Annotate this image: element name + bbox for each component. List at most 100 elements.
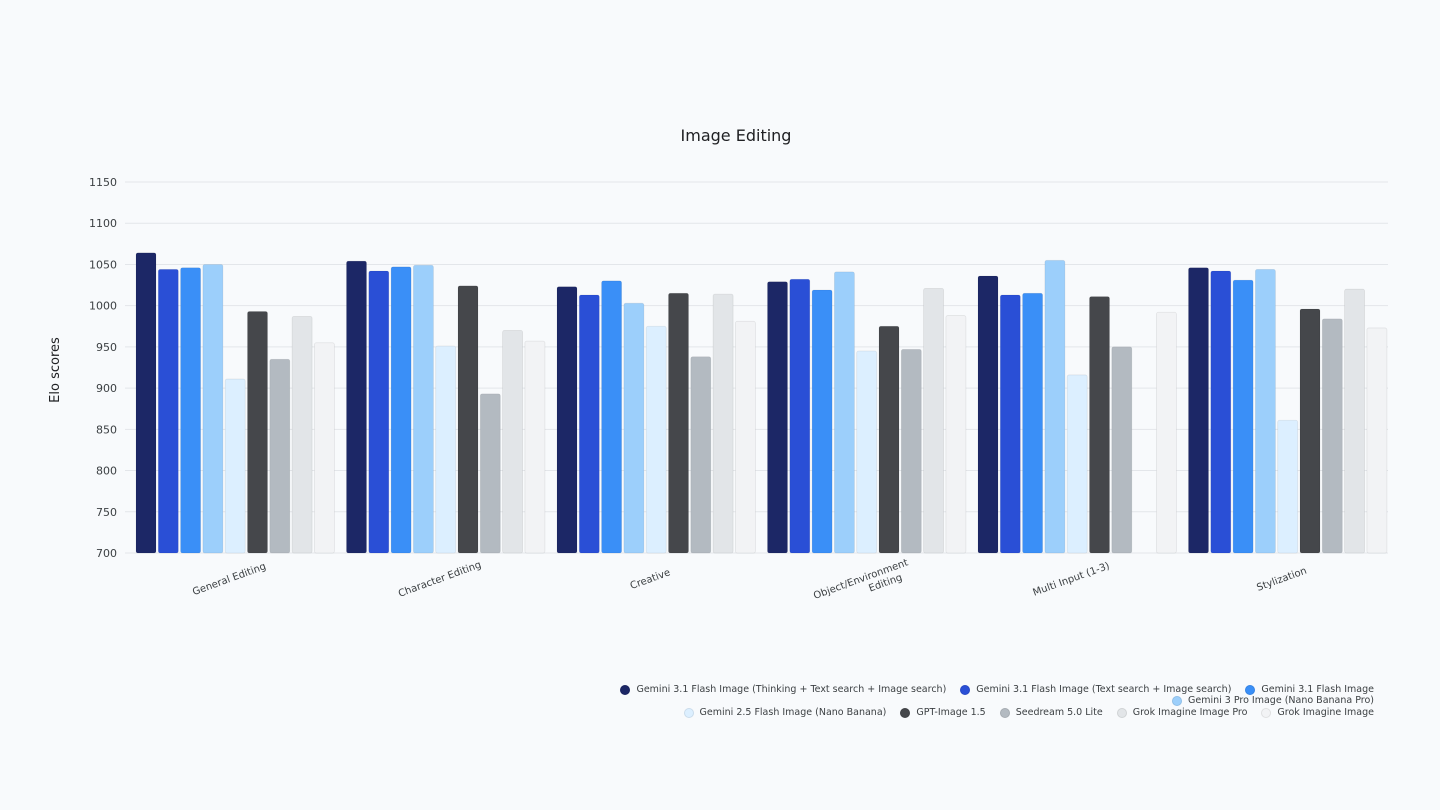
legend-item: Gemini 2.5 Flash Image (Nano Banana) (683, 707, 887, 718)
bar (368, 270, 390, 554)
bar (623, 302, 645, 554)
legend-item: Grok Imagine Image (1261, 707, 1374, 718)
legend-swatch (620, 684, 631, 695)
bar (1255, 268, 1276, 554)
bar (900, 348, 922, 554)
bar (856, 350, 878, 554)
legend-item: Grok Imagine Image Pro (1116, 707, 1248, 718)
bar (1299, 308, 1321, 554)
legend-label: Gemini 3.1 Flash Image (1261, 684, 1374, 695)
y-tick-label: 950 (96, 341, 117, 354)
bar (977, 275, 999, 554)
bar (1111, 346, 1133, 554)
bar (457, 285, 479, 554)
x-tick-label: Creative (629, 567, 672, 592)
bar (224, 378, 246, 554)
legend: Gemini 2.5 Flash Image (Nano Banana) GPT-… (414, 707, 1374, 718)
bar (578, 294, 600, 554)
bar (789, 278, 811, 554)
x-tick-label: Object/EnvironmentEditing (812, 557, 914, 613)
legend-label: Grok Imagine Image Pro (1132, 707, 1248, 718)
bar (601, 280, 622, 554)
bar (346, 260, 367, 554)
legend-item: Gemini 3.1 Flash Image (Text search + Im… (960, 684, 1231, 695)
legend-swatch (1245, 684, 1256, 695)
bar (135, 252, 157, 554)
legend-item: Seedream 5.0 Lite (999, 707, 1103, 718)
bar (999, 294, 1021, 554)
bar (878, 325, 900, 554)
bar (479, 393, 501, 554)
bar (435, 345, 457, 554)
bar (247, 311, 268, 554)
y-tick-label: 750 (96, 506, 117, 519)
bar (735, 320, 756, 554)
bar (1232, 279, 1254, 554)
bar (690, 356, 712, 554)
legend-label: Gemini 3.1 Flash Image (Thinking + Text … (636, 684, 947, 695)
legend-item: Gemini 3 Pro Image (Nano Banana Pro) (1171, 695, 1374, 706)
bar (834, 271, 855, 554)
y-tick-label: 1150 (89, 176, 117, 189)
bar (1022, 292, 1043, 554)
bar (767, 281, 788, 554)
bar (556, 286, 578, 554)
y-tick-label: 800 (96, 465, 117, 478)
legend-label: Grok Imagine Image (1277, 707, 1374, 718)
legend-label: Gemini 2.5 Flash Image (Nano Banana) (699, 707, 887, 718)
y-tick-label: 1050 (89, 258, 117, 271)
bar (313, 342, 335, 554)
legend-swatch (960, 684, 971, 695)
bar (645, 325, 667, 554)
legend-label: Gemini 3 Pro Image (Nano Banana Pro) (1187, 695, 1374, 706)
legend-item: GPT-Image 1.5 (900, 707, 986, 718)
bar (1188, 267, 1209, 554)
bar (1156, 311, 1177, 554)
bar (945, 315, 967, 554)
legend-swatch (1261, 707, 1272, 718)
bar (1277, 419, 1299, 554)
y-tick-label: 850 (96, 423, 117, 436)
bar (202, 264, 224, 554)
bar (390, 266, 412, 554)
legend-swatch (683, 707, 694, 718)
bar (1044, 259, 1066, 554)
x-tick-label: Character Editing (397, 560, 483, 600)
bar (524, 340, 546, 554)
legend-swatch (999, 707, 1010, 718)
bar (668, 292, 689, 554)
bar (1210, 270, 1232, 554)
bar (502, 329, 524, 554)
legend-label: Seedream 5.0 Lite (1015, 707, 1103, 718)
legend-swatch (900, 707, 911, 718)
bar (157, 268, 179, 554)
y-tick-label: 1100 (89, 217, 117, 230)
y-tick-label: 1000 (89, 300, 117, 313)
x-tick-label: Multi Input (1-3) (1032, 561, 1112, 599)
legend-item: Gemini 3.1 Flash Image (Thinking + Text … (620, 684, 946, 695)
bar-chart: Image Editing Elo scores 700 750 800 850 900… (48, 126, 1388, 613)
legend-swatch (1116, 707, 1127, 718)
y-tick-label: 700 (96, 547, 117, 560)
bar (180, 267, 202, 554)
bar (712, 293, 734, 554)
bar (269, 358, 291, 554)
x-tick-label: Stylization (1255, 566, 1308, 594)
chart-title: Image Editing (681, 126, 792, 145)
bar (412, 264, 434, 554)
legend-swatch (1171, 695, 1182, 706)
legend: Gemini 3.1 Flash Image (Thinking + Text … (414, 684, 1374, 706)
legend-label: GPT-Image 1.5 (916, 707, 986, 718)
y-tick-label: 900 (96, 382, 117, 395)
x-tick-label: General Editing (191, 561, 268, 598)
y-axis-label: Elo scores (48, 337, 63, 403)
legend-label: Gemini 3.1 Flash Image (Text search + Im… (976, 684, 1232, 695)
bar (923, 287, 944, 554)
bar (291, 315, 313, 554)
bar (811, 289, 833, 554)
bar (1321, 318, 1343, 554)
bar (1344, 288, 1365, 554)
bar (1066, 374, 1088, 554)
bar (1366, 327, 1388, 554)
legend-item: Gemini 3.1 Flash Image (1245, 684, 1374, 695)
